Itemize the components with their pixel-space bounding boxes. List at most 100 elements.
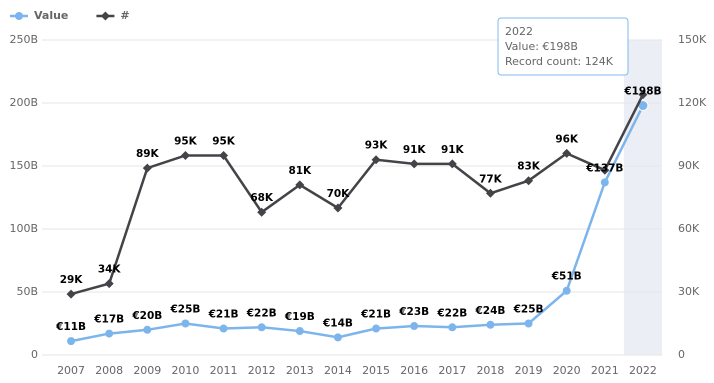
point: [295, 327, 304, 336]
data-label: €22B: [436, 307, 467, 319]
y2-tick-label: 60K: [678, 222, 700, 235]
data-label: €11B: [55, 321, 86, 333]
data-label: 91K: [403, 144, 427, 156]
y2-tick-label: 150K: [678, 33, 707, 46]
data-label: 81K: [288, 165, 312, 177]
point: [142, 163, 152, 173]
tooltip-box: [497, 17, 629, 76]
point: [409, 159, 419, 169]
series-line: [70, 104, 645, 343]
point: [257, 323, 266, 332]
legend-item: #: [96, 9, 130, 22]
x-tick-label: 2022: [629, 364, 657, 377]
point: [562, 286, 571, 295]
data-label: 68K: [250, 192, 274, 204]
series-line: [70, 94, 645, 296]
x-tick-label: 2007: [57, 364, 85, 377]
point: [524, 176, 534, 186]
data-label: €24B: [474, 305, 505, 317]
data-label: 70K: [327, 188, 351, 200]
data-label: 83K: [517, 161, 541, 173]
x-tick-label: 2018: [476, 364, 504, 377]
x-tick-label: 2021: [591, 364, 619, 377]
data-label: 95K: [174, 136, 198, 148]
y-tick-label: 100B: [9, 222, 38, 235]
point: [219, 151, 229, 160]
y2-tick-label: 120K: [678, 96, 707, 109]
point: [410, 322, 419, 331]
point: [181, 319, 190, 328]
point: [219, 324, 228, 333]
x-tick-label: 2014: [324, 364, 352, 377]
legend-item: Value: [10, 9, 68, 22]
tooltip-line: Record count: 124K: [505, 55, 614, 68]
data-label: 91K: [441, 144, 465, 156]
data-label: €20B: [131, 310, 162, 322]
data-label: €22B: [246, 307, 277, 319]
data-label: €51B: [551, 271, 582, 283]
data-label: €19B: [284, 311, 315, 323]
data-label: €25B: [169, 304, 200, 316]
tooltip-line: Value: €198B: [505, 40, 578, 53]
x-tick-label: 2016: [400, 364, 428, 377]
point: [104, 279, 114, 289]
point: [333, 203, 343, 213]
data-label: 89K: [136, 148, 160, 160]
legend-label: Value: [34, 9, 68, 22]
tooltip-title: 2022: [505, 25, 533, 38]
y-tick-label: 50B: [16, 285, 38, 298]
legend-label: #: [120, 9, 129, 22]
y-tick-label: 150B: [9, 159, 38, 172]
point: [448, 323, 457, 332]
point: [105, 329, 114, 338]
y2-tick-label: 90K: [678, 159, 700, 172]
point: [295, 180, 305, 190]
x-tick-label: 2017: [438, 364, 466, 377]
point: [486, 320, 495, 329]
data-label: 96K: [555, 133, 579, 145]
data-label: 95K: [212, 136, 236, 148]
point: [638, 90, 648, 100]
point: [562, 148, 572, 158]
data-label: €17B: [93, 314, 124, 326]
x-tick-label: 2011: [210, 364, 238, 377]
y2-tick-label: 0: [678, 348, 685, 361]
x-tick-label: 2012: [248, 364, 276, 377]
y-tick-label: 250B: [9, 33, 38, 46]
point: [600, 178, 609, 187]
x-tick-label: 2013: [286, 364, 314, 377]
tooltip: 2022 Value: €198B Record count: 124K: [497, 17, 629, 76]
data-label: €137B: [585, 162, 623, 174]
y-tick-label: 200B: [9, 96, 38, 109]
data-label: 77K: [479, 173, 503, 185]
data-label: 34K: [98, 264, 122, 276]
data-label: €198B: [623, 86, 661, 98]
data-label: €14B: [322, 317, 353, 329]
x-tick-label: 2020: [553, 364, 581, 377]
point: [66, 289, 76, 299]
y2-tick-label: 30K: [678, 285, 700, 298]
x-tick-label: 2008: [95, 364, 123, 377]
point: [447, 159, 457, 169]
point: [600, 165, 610, 175]
point: [180, 151, 190, 160]
point: [524, 319, 533, 328]
x-tick-label: 2015: [362, 364, 390, 377]
x-tick-label: 2009: [133, 364, 161, 377]
point: [372, 324, 381, 333]
data-label: €23B: [398, 306, 429, 318]
point: [257, 207, 267, 217]
data-label: €25B: [513, 304, 544, 316]
data-label: €21B: [208, 309, 239, 321]
x-tick-label: 2019: [515, 364, 543, 377]
y-tick-label: 0: [31, 348, 38, 361]
point: [371, 155, 381, 165]
point: [485, 188, 495, 198]
legend-marker: [100, 11, 110, 21]
legend-marker: [15, 12, 23, 20]
x-tick-label: 2010: [171, 364, 199, 377]
point: [333, 333, 342, 342]
data-label: 29K: [60, 274, 84, 286]
point: [67, 337, 76, 346]
point: [143, 325, 152, 334]
